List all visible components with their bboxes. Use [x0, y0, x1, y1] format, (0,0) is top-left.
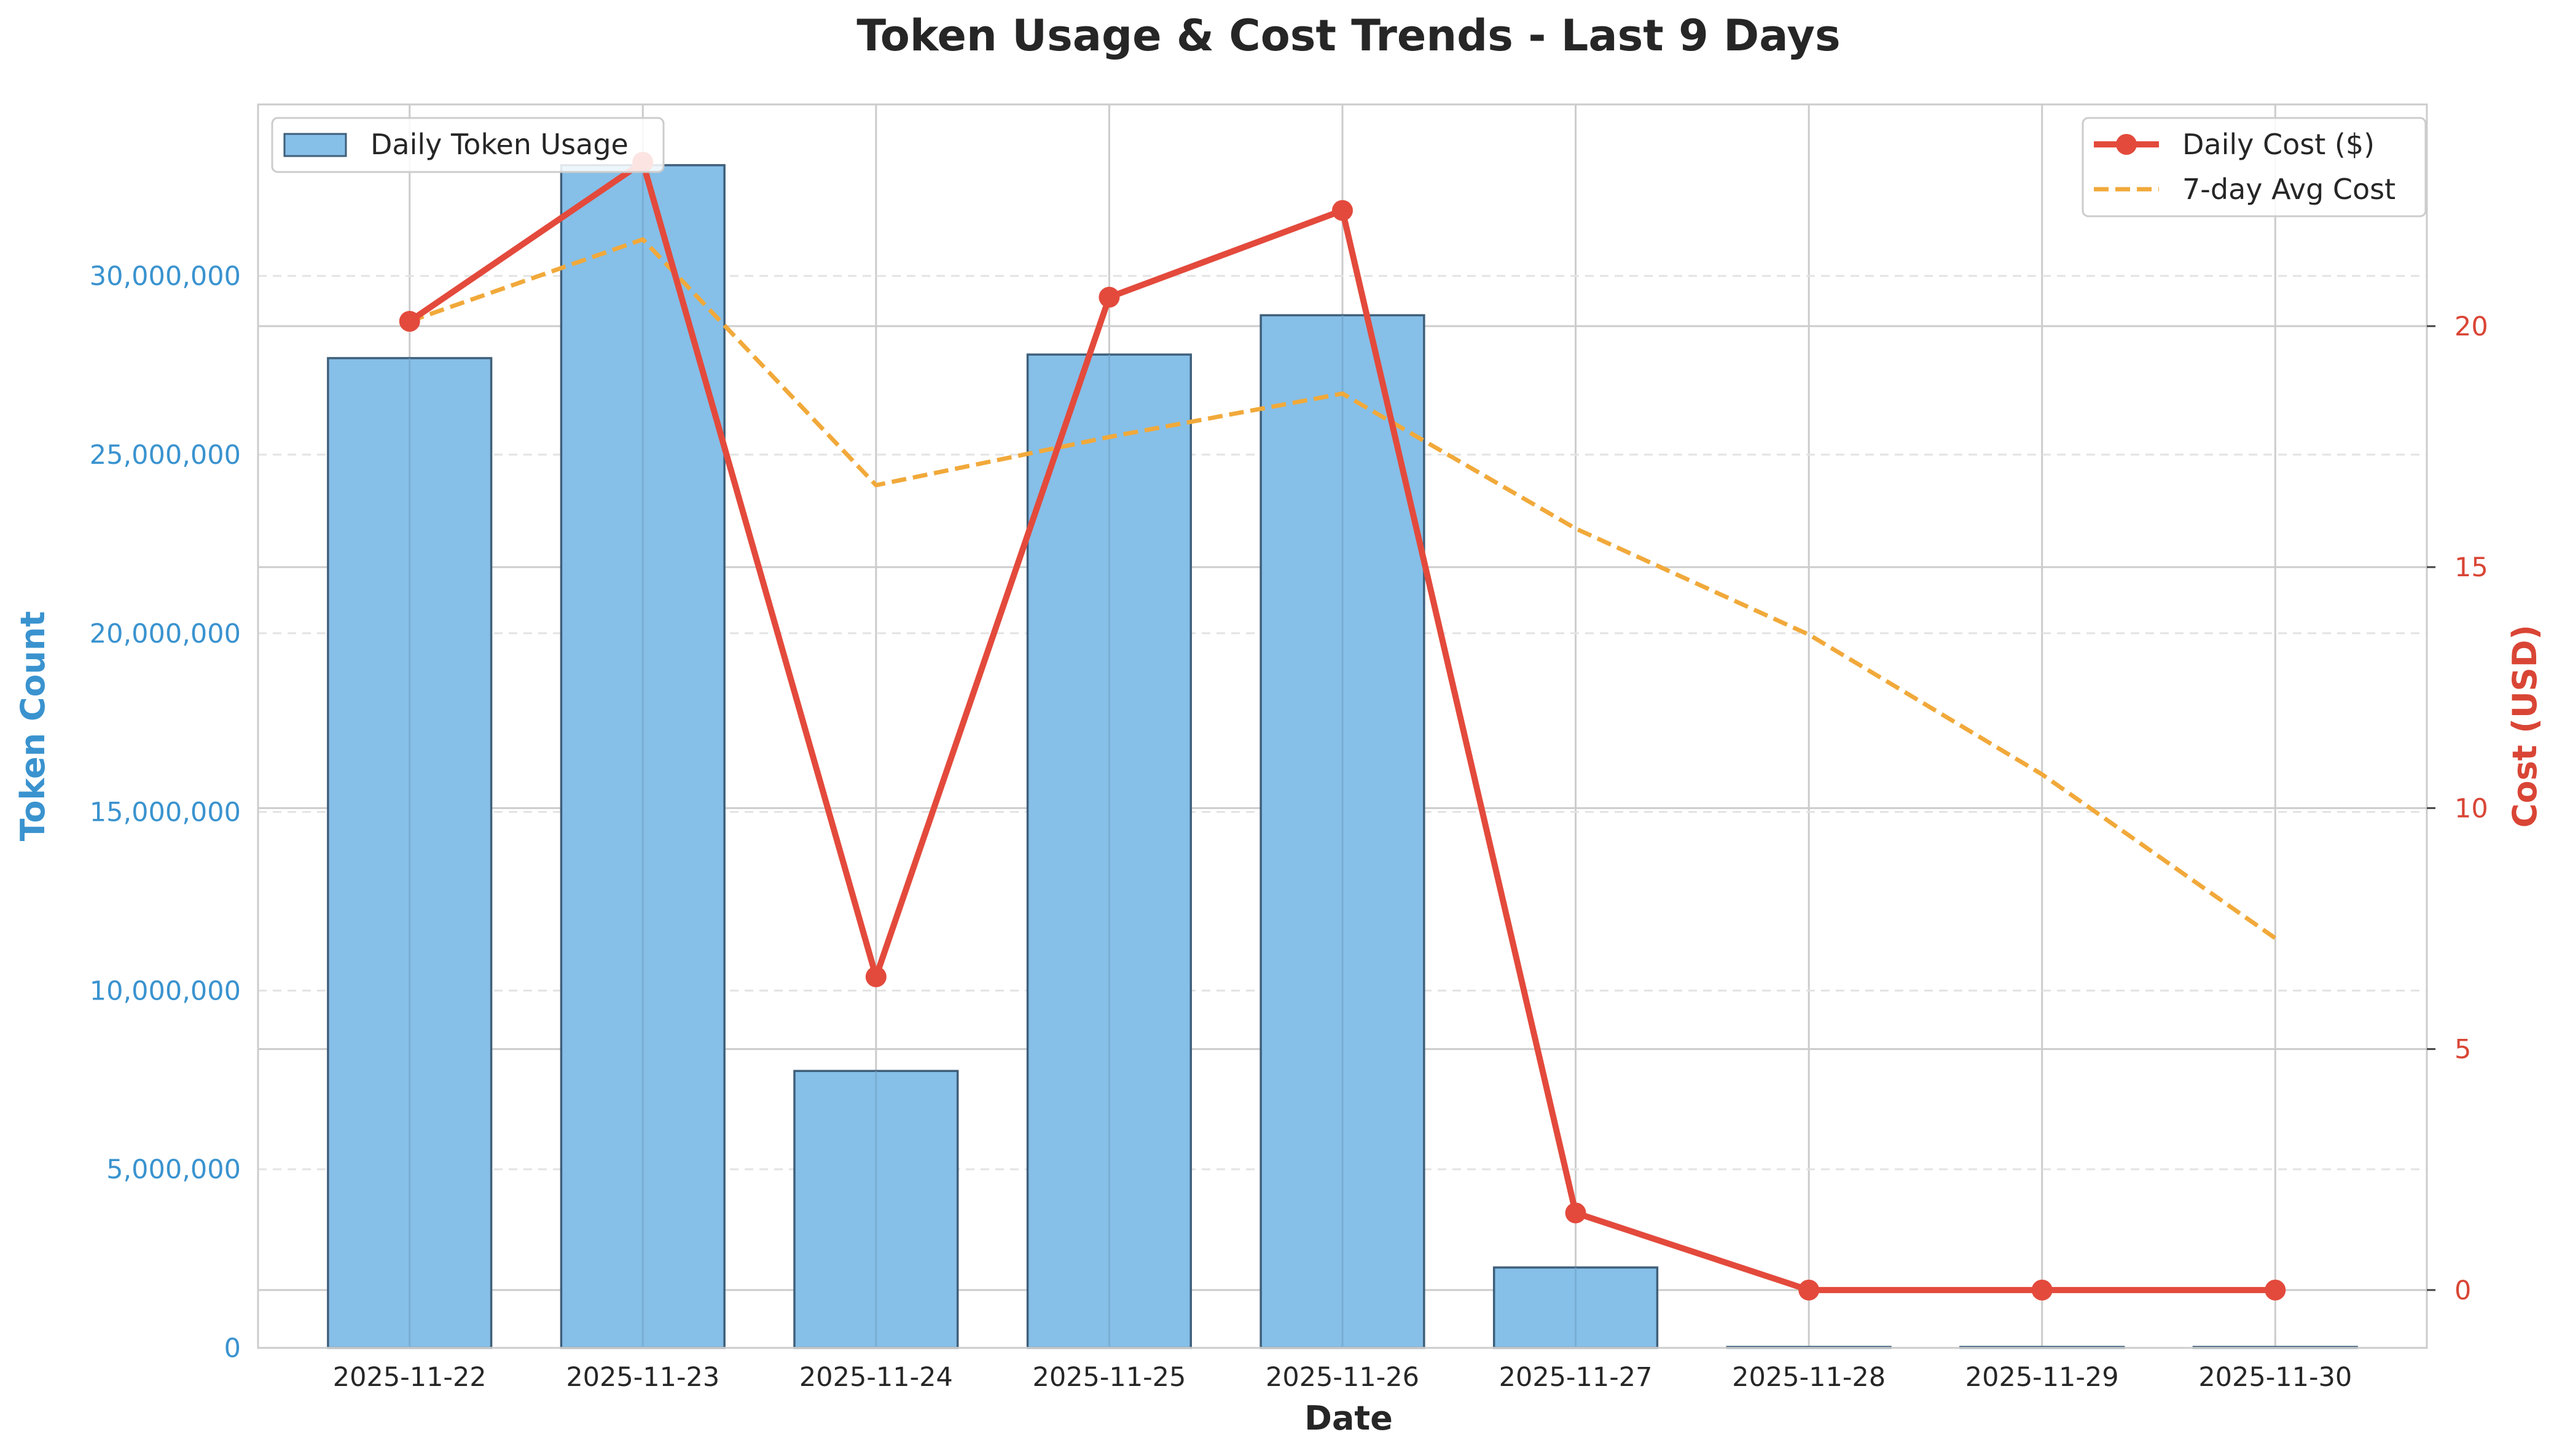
y-left-tick-label: 15,000,000	[90, 797, 241, 828]
y-left-tick-label: 0	[224, 1333, 241, 1364]
daily-cost-point	[1798, 1279, 1820, 1301]
x-tick-label: 2025-11-23	[566, 1362, 719, 1393]
legend-label-avg-cost: 7-day Avg Cost	[2182, 173, 2396, 206]
legend-right-frame	[2082, 117, 2427, 217]
x-tick-label: 2025-11-24	[799, 1362, 953, 1393]
avg-cost-line	[409, 237, 2277, 941]
y-left-tick-label: 5,000,000	[106, 1154, 241, 1185]
daily-cost-point	[865, 966, 887, 987]
legend-swatch-token-usage	[283, 133, 347, 157]
daily-cost-point	[1332, 200, 1353, 221]
y-right-tick-label: 20	[2454, 311, 2488, 342]
x-tick-label: 2025-11-28	[1732, 1362, 1886, 1393]
x-tick-label: 2025-11-22	[333, 1362, 487, 1393]
chart-title: Token Usage & Cost Trends - Last 9 Days	[856, 10, 1840, 61]
plot-frame	[257, 103, 2428, 1349]
x-tick-label: 2025-11-26	[1266, 1362, 1419, 1393]
legend-left: Daily Token Usage	[271, 117, 665, 173]
daily-cost-point	[2265, 1279, 2286, 1301]
legend-right: Daily Cost ($) 7-day Avg Cost	[2082, 117, 2427, 217]
legend-left-frame	[271, 117, 665, 173]
legend-marker-daily-cost	[2116, 134, 2137, 155]
daily-cost-point	[2031, 1279, 2053, 1301]
y-left-tick-label: 10,000,000	[90, 976, 241, 1006]
x-tick-label: 2025-11-25	[1032, 1362, 1186, 1393]
axes-layer: 0 5,000,000 10,000,000 15,000,000 20,000,000…	[90, 261, 2488, 1393]
y-axis-left-title: Token Count	[14, 611, 52, 842]
y-right-tick-label: 0	[2454, 1275, 2471, 1306]
y-right-tick-label: 5	[2454, 1035, 2471, 1065]
y-left-tick-label: 25,000,000	[90, 440, 241, 471]
daily-cost-point	[399, 311, 420, 332]
daily-cost-point	[1099, 286, 1120, 308]
daily-cost-point	[1565, 1202, 1586, 1224]
x-tick-label: 2025-11-30	[2198, 1362, 2352, 1393]
y-left-tick-label: 20,000,000	[90, 619, 241, 649]
y-left-tick-label: 30,000,000	[90, 261, 241, 292]
y-axis-right-title: Cost (USD)	[2505, 625, 2544, 828]
x-axis-title: Date	[1304, 1399, 1393, 1438]
y-right-tick-label: 10	[2454, 793, 2488, 824]
x-tick-label: 2025-11-29	[1965, 1362, 2119, 1393]
lines-layer	[399, 152, 2286, 1301]
legend-label-token-usage: Daily Token Usage	[370, 128, 629, 161]
legend-label-daily-cost: Daily Cost ($)	[2182, 128, 2375, 161]
x-tick-label: 2025-11-27	[1499, 1362, 1653, 1393]
y-right-tick-label: 15	[2454, 552, 2488, 583]
